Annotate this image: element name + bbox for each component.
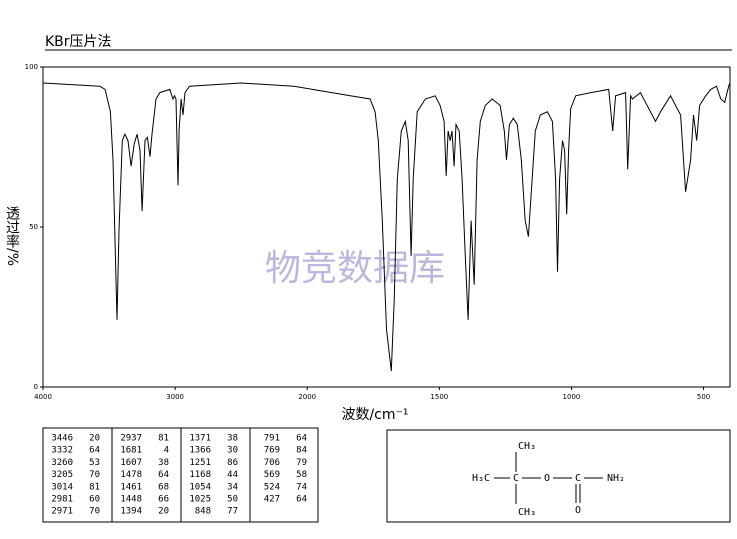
peak-wavenumber: 3260 [51,458,73,468]
x-tick-label: 4000 [34,393,52,401]
peak-transmittance: 20 [158,507,169,517]
x-tick-label: 2000 [298,393,316,401]
x-tick-label: 1000 [563,393,581,401]
peak-wavenumber: 524 [264,482,280,492]
peak-wavenumber: 2937 [120,434,142,444]
peak-transmittance: 44 [227,470,238,480]
peak-transmittance: 79 [296,458,307,468]
peak-wavenumber: 569 [264,470,280,480]
peak-transmittance: 50 [227,495,238,505]
peak-transmittance: 81 [158,434,169,444]
peak-wavenumber: 3205 [51,470,73,480]
watermark: 物竞数据库 [265,248,445,289]
peak-transmittance: 70 [89,507,100,517]
spectrum-line [42,82,731,372]
peak-transmittance: 70 [89,470,100,480]
peak-wavenumber: 769 [264,446,280,456]
peak-transmittance: 84 [296,446,307,456]
peak-transmittance: 38 [227,434,238,444]
peak-transmittance: 81 [89,482,100,492]
peak-wavenumber: 1394 [120,507,142,517]
peak-transmittance: 4 [164,446,169,456]
peak-wavenumber: 2971 [51,507,73,517]
structure-label: C [575,473,581,484]
chart-title: KBr压片法 [45,34,112,50]
peak-transmittance: 68 [158,482,169,492]
structure-label: CH₃ [518,441,536,452]
x-axis-label: 波数/cm⁻¹ [341,407,408,423]
peak-transmittance: 20 [89,434,100,444]
peak-wavenumber: 1681 [120,446,142,456]
peak-wavenumber: 427 [264,495,280,505]
x-tick-label: 500 [697,393,710,401]
peak-transmittance: 64 [158,470,169,480]
structure-label: O [575,505,581,516]
structure-label: C [513,473,519,484]
peak-transmittance: 30 [227,446,238,456]
peak-wavenumber: 3332 [51,446,73,456]
peak-wavenumber: 1251 [189,458,211,468]
peak-transmittance: 53 [89,458,100,468]
x-tick-label: 3000 [166,393,184,401]
peak-wavenumber: 1366 [189,446,211,456]
peak-wavenumber: 1371 [189,434,211,444]
y-tick-label: 100 [25,63,38,71]
peak-wavenumber: 848 [195,507,211,517]
peak-wavenumber: 1461 [120,482,142,492]
peak-transmittance: 66 [158,495,169,505]
structure-label: H₃C [472,473,490,484]
peak-wavenumber: 3014 [51,482,73,492]
peak-wavenumber: 791 [264,434,280,444]
structure-frame [386,429,731,523]
x-tick-label: 1500 [430,393,448,401]
peak-wavenumber: 1168 [189,470,211,480]
peak-transmittance: 74 [296,482,307,492]
peak-wavenumber: 706 [264,458,280,468]
peak-wavenumber: 1607 [120,458,142,468]
peak-transmittance: 38 [158,458,169,468]
structure-bonds [494,452,603,504]
peak-transmittance: 77 [227,507,238,517]
peak-transmittance: 58 [296,470,307,480]
y-axis-label: 透过率/% [4,206,20,266]
structure-label: CH₃ [518,507,536,518]
peak-transmittance: 60 [89,495,100,505]
structure-label: NH₂ [607,473,625,484]
peak-transmittance: 64 [89,446,100,456]
peak-wavenumber: 3446 [51,434,73,444]
y-tick-label: 50 [29,223,38,231]
peak-wavenumber: 1025 [189,495,211,505]
y-tick-label: 0 [34,383,38,391]
plot-frame [42,66,731,388]
peak-wavenumber: 1448 [120,495,142,505]
peak-wavenumber: 1054 [189,482,211,492]
peak-wavenumber: 1478 [120,470,142,480]
peak-transmittance: 34 [227,482,238,492]
peak-transmittance: 64 [296,434,307,444]
peak-wavenumber: 2981 [51,495,73,505]
peak-transmittance: 64 [296,495,307,505]
peak-transmittance: 86 [227,458,238,468]
structure-label: O [544,473,550,484]
